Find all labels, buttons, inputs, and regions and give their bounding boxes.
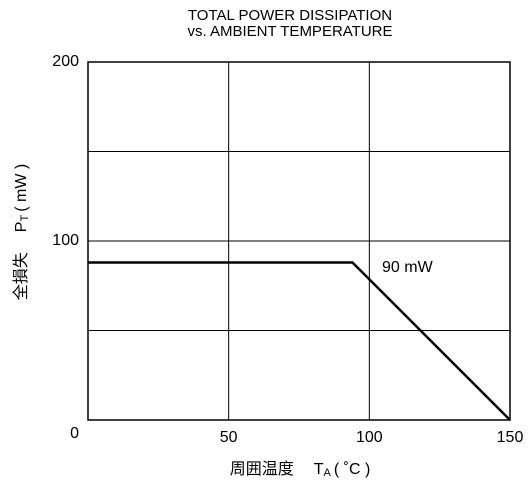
x-tick-label: 150 (497, 429, 524, 446)
annotation: 90 mW (382, 259, 434, 276)
y-tick-label: 100 (52, 232, 79, 249)
chart-title: TOTAL POWER DISSIPATION (188, 7, 392, 24)
data-line (88, 262, 510, 420)
x-tick-label: 100 (356, 429, 383, 446)
x-axis-label-symbol: T (314, 461, 324, 478)
x-axis-label-sub: A (324, 467, 332, 479)
x-axis-label: 周囲温度 TA( ˚C ) (230, 460, 371, 479)
y-axis-label: 全損失 PT ( mW ) (12, 164, 31, 300)
y-axis-label-sub: T (19, 215, 31, 222)
y-axis-label-main: 全損失 (12, 252, 30, 300)
x-axis-label-main: 周囲温度 (230, 460, 294, 478)
x-axis-label-unit: ( ˚C ) (334, 461, 370, 478)
y-tick-label: 0 (70, 425, 79, 442)
x-tick-label: 50 (220, 429, 238, 446)
chart-title: vs. AMBIENT TEMPERATURE (187, 23, 392, 40)
y-axis-label-unit: ( mW ) (13, 164, 30, 212)
y-tick-label: 200 (52, 53, 79, 70)
y-axis-label-symbol: P (13, 222, 30, 233)
chart: TOTAL POWER DISSIPATIONvs. AMBIENT TEMPE… (0, 0, 530, 485)
